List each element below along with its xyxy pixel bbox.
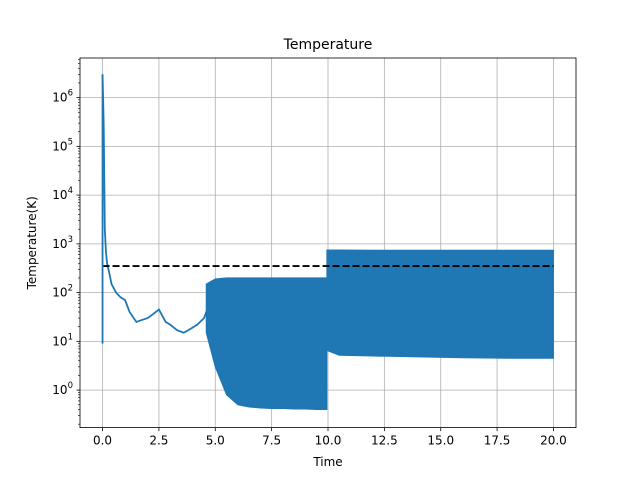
x-tick-label: 12.5 <box>371 434 398 448</box>
x-tick-label: 7.5 <box>262 434 281 448</box>
x-tick-label: 17.5 <box>484 434 511 448</box>
y-tick-label: 102 <box>52 284 73 300</box>
x-tick-label: 0.0 <box>93 434 112 448</box>
oscillation-band-1 <box>205 277 328 410</box>
y-tick-label: 105 <box>52 137 73 153</box>
y-tick-label: 104 <box>52 186 73 202</box>
x-tick-label: 2.5 <box>149 434 168 448</box>
y-axis-label: Temperature(K) <box>25 196 39 290</box>
y-axis: 100 101 102 103 104 105 106 <box>52 59 80 425</box>
x-tick-label: 10.0 <box>315 434 342 448</box>
x-tick-label: 15.0 <box>427 434 454 448</box>
oscillation-band-2 <box>326 249 554 359</box>
x-tick-label: 20.0 <box>540 434 567 448</box>
y-tick-label: 101 <box>52 332 73 348</box>
y-tick-label: 100 <box>52 381 73 397</box>
x-axis-label: Time <box>312 455 342 469</box>
plot-area <box>101 74 554 410</box>
y-tick-label: 106 <box>52 89 73 105</box>
x-axis: 0.0 2.5 5.0 7.5 10.0 12.5 15.0 17.5 20.0 <box>93 427 567 448</box>
temperature-line-0 <box>101 74 212 334</box>
x-tick-label: 5.0 <box>206 434 225 448</box>
chart-title: Temperature <box>283 37 373 53</box>
y-tick-label: 103 <box>52 235 73 251</box>
